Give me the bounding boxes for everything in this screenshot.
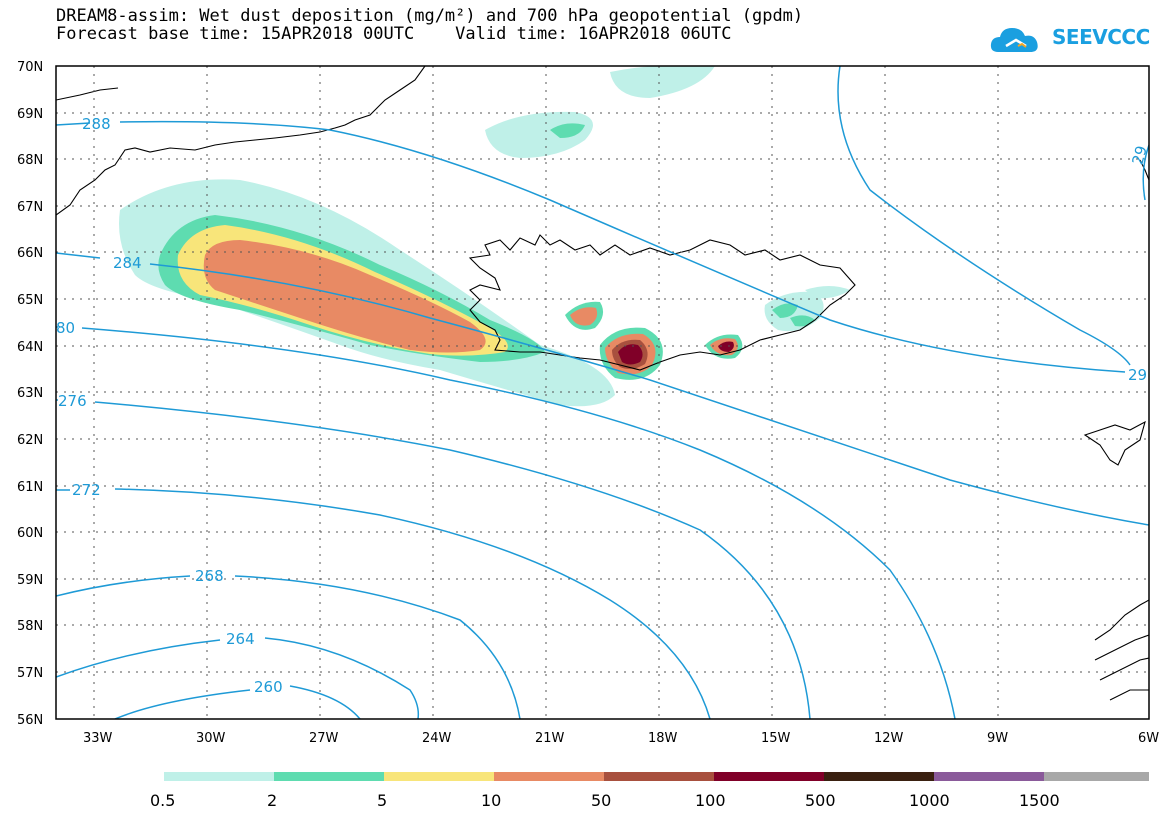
latitude-labels: 70N 69N 68N 67N 66N 65N 64N 63N 62N 61N … [17,60,43,728]
legend-swatch [384,772,494,781]
contour-label-264: 264 [226,630,255,648]
legend-swatch [274,772,384,781]
dust-shading [119,66,850,407]
legend-label: 500 [805,791,836,810]
lat-label: 67N [17,200,43,215]
contour-label-276: 276 [58,392,87,410]
lat-label: 65N [17,293,43,308]
legend-swatch [934,772,1044,781]
lat-label: 66N [17,246,43,261]
lon-label: 12W [874,731,904,746]
legend-label: 1000 [909,791,950,810]
lon-label: 27W [309,731,339,746]
logo-text: SEEVCCC [1052,25,1150,49]
lat-label: 59N [17,573,43,588]
map-plot-area: 288 284 80 276 272 268 264 260 29 29 [56,66,1151,719]
longitude-labels: 33W 30W 27W 24W 21W 18W 15W 12W 9W 6W [83,731,1159,746]
contour-label-268: 268 [195,567,224,585]
legend-swatch [494,772,604,781]
lon-label: 24W [422,731,452,746]
legend-swatch [164,772,274,781]
legend-label: 5 [377,791,387,810]
lat-label: 64N [17,340,43,355]
lon-label: 33W [83,731,113,746]
contour-label-288: 288 [82,115,111,133]
contour-label-29-right: 29 [1128,366,1147,384]
lat-label: 60N [17,526,43,541]
legend-swatch [1044,772,1149,781]
legend-swatch [824,772,934,781]
legend-labels: 0.5 2 5 10 50 100 500 1000 1500 [150,791,1060,810]
lat-label: 69N [17,107,43,122]
lon-label: 30W [196,731,226,746]
legend-label: 50 [591,791,611,810]
map-title: DREAM8-assim: Wet dust deposition (mg/m²… [56,6,804,26]
legend-label: 1500 [1019,791,1060,810]
contour-label-280: 80 [56,319,75,337]
contour-label-260: 260 [254,678,283,696]
lon-label: 18W [648,731,678,746]
legend-swatch [714,772,824,781]
legend-label: 10 [481,791,501,810]
legend-label: 0.5 [150,791,175,810]
lat-label: 58N [17,619,43,634]
map-frame [55,65,1150,720]
contour-label-284: 284 [113,254,142,272]
legend-label: 2 [267,791,277,810]
cloud-icon [990,28,1038,52]
lat-label: 68N [17,153,43,168]
lat-label: 63N [17,386,43,401]
lon-label: 6W [1138,731,1159,746]
lat-label: 56N [17,713,43,728]
lon-label: 15W [761,731,791,746]
lat-label: 62N [17,433,43,448]
map-subtitle: Forecast base time: 15APR2018 00UTC Vali… [56,24,732,44]
legend-label: 100 [695,791,726,810]
contour-label-29-top: 29 [1129,144,1151,167]
lat-label: 61N [17,480,43,495]
lon-label: 9W [987,731,1008,746]
lat-label: 57N [17,666,43,681]
lon-label: 21W [535,731,565,746]
contour-label-272: 272 [72,481,101,499]
coastlines [56,66,1149,701]
contour-labels: 288 284 80 276 272 268 264 260 29 29 [56,115,1151,696]
legend-colorbar [164,772,1149,781]
lat-label: 70N [17,60,43,75]
legend-swatch [604,772,714,781]
